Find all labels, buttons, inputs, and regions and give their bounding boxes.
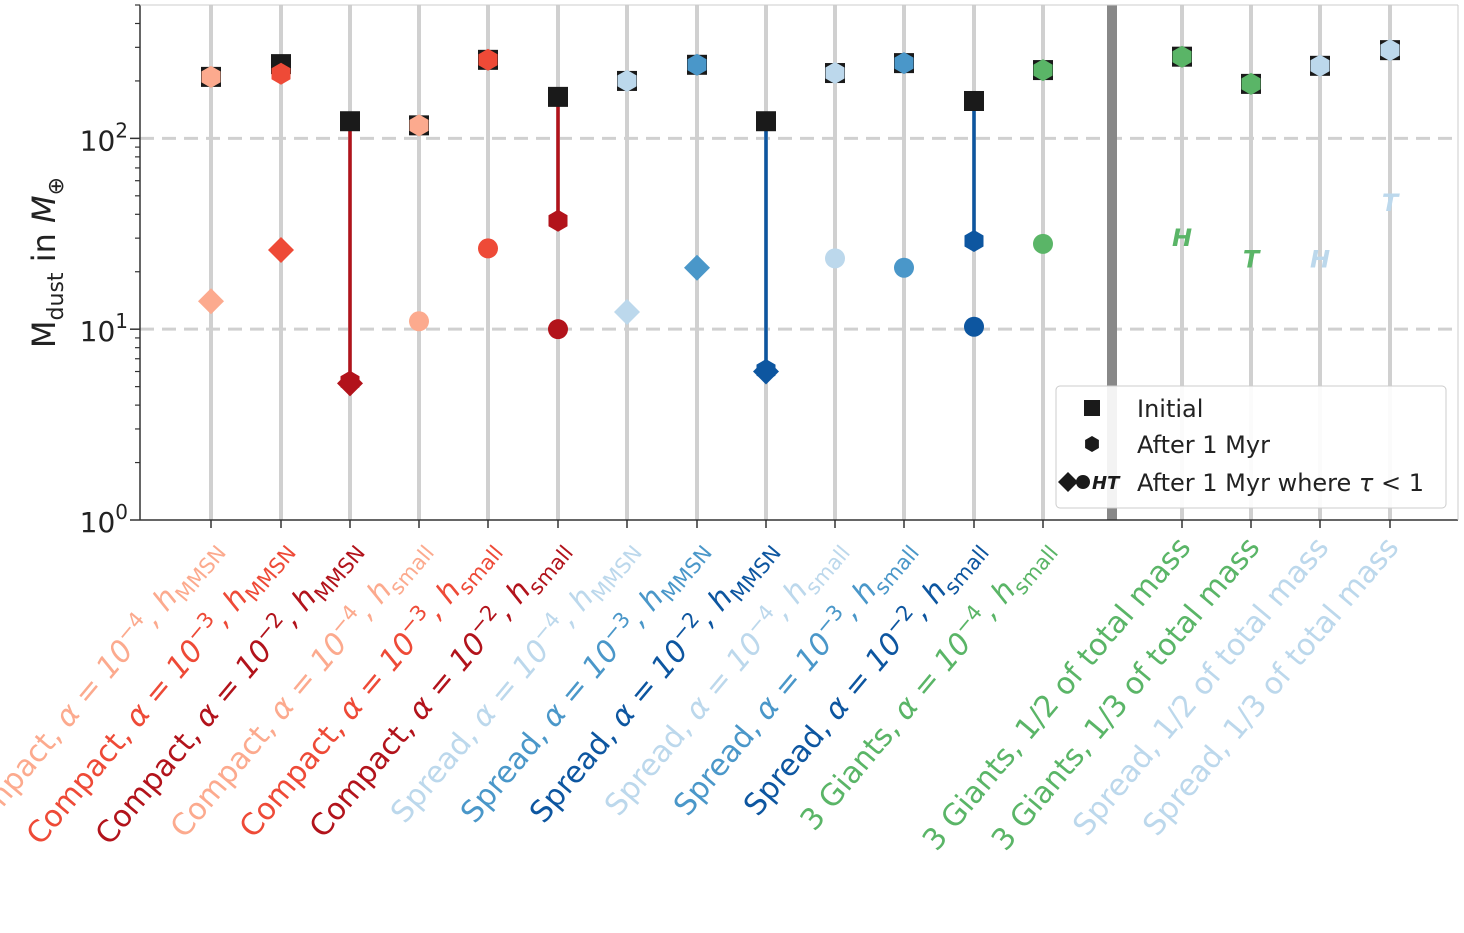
legend-hexagon-marker bbox=[1085, 436, 1099, 452]
after-1myr-hexagon-marker bbox=[340, 370, 360, 393]
category-markers bbox=[753, 111, 779, 385]
y-tick-label: 101 bbox=[80, 309, 128, 348]
after-1myr-hexagon-marker bbox=[894, 52, 914, 75]
tau-letter-marker: H bbox=[1172, 224, 1192, 252]
legend-square-marker bbox=[1084, 400, 1100, 416]
tau-letter-marker: T bbox=[1382, 189, 1400, 217]
legend-ht-marker: HT bbox=[1092, 473, 1121, 494]
legend-diamond-marker bbox=[1058, 472, 1078, 492]
y-tick-label: 100 bbox=[80, 500, 128, 539]
after-1myr-hexagon-marker bbox=[1310, 54, 1330, 77]
tau-diamond-marker bbox=[684, 254, 710, 281]
category-markers bbox=[268, 54, 294, 264]
after-1myr-hexagon-marker bbox=[825, 62, 845, 84]
legend-label-initial: Initial bbox=[1137, 395, 1203, 423]
after-1myr-hexagon-marker bbox=[271, 62, 291, 85]
after-1myr-hexagon-marker bbox=[201, 65, 221, 88]
initial-square-marker bbox=[756, 111, 776, 132]
category-markers bbox=[894, 52, 914, 278]
data-markers: H T H T bbox=[198, 39, 1400, 397]
category-markers bbox=[409, 114, 429, 332]
after-1myr-hexagon-marker bbox=[687, 53, 707, 76]
group-divider bbox=[1107, 5, 1117, 520]
tau-diamond-marker bbox=[268, 237, 294, 264]
after-1myr-hexagon-marker bbox=[548, 209, 568, 232]
initial-square-marker bbox=[548, 86, 568, 107]
tau-circle-marker bbox=[1033, 233, 1053, 254]
after-1myr-hexagon-marker bbox=[964, 230, 984, 252]
category-markers bbox=[478, 48, 498, 259]
tau-letter-marker: T bbox=[1243, 245, 1261, 273]
after-1myr-hexagon-marker bbox=[409, 114, 429, 137]
category-markers: T bbox=[1380, 39, 1400, 217]
tau-circle-marker bbox=[548, 319, 568, 340]
tau-diamond-marker bbox=[198, 288, 224, 315]
tau-diamond-marker bbox=[614, 299, 640, 326]
category-markers bbox=[337, 111, 363, 397]
legend-label-tau: After 1 Myr where τ < 1 bbox=[1137, 469, 1424, 497]
tau-circle-marker bbox=[964, 316, 984, 337]
category-markers: T bbox=[1241, 72, 1261, 273]
after-1myr-hexagon-marker bbox=[1033, 59, 1053, 82]
after-1myr-hexagon-marker bbox=[1172, 45, 1192, 68]
category-markers bbox=[198, 65, 224, 315]
category-markers bbox=[825, 62, 845, 269]
connector-lines bbox=[348, 96, 976, 382]
initial-square-marker bbox=[964, 90, 984, 111]
tau-letter-marker: H bbox=[1310, 245, 1330, 273]
after-1myr-hexagon-marker bbox=[756, 359, 776, 382]
category-markers: H bbox=[1310, 54, 1330, 273]
grid-layer bbox=[140, 136, 1458, 331]
tau-circle-marker bbox=[409, 311, 429, 332]
category-markers: H bbox=[1172, 45, 1192, 252]
legend-box bbox=[1055, 385, 1447, 509]
legend-label-after: After 1 Myr bbox=[1137, 431, 1270, 459]
category-markers bbox=[1033, 59, 1053, 254]
legend: HT Initial After 1 Myr After 1 Myr where τ … bbox=[1055, 385, 1447, 509]
initial-square-marker bbox=[340, 111, 360, 132]
category-markers bbox=[614, 69, 640, 326]
tau-circle-marker bbox=[478, 238, 498, 259]
legend-circle-marker bbox=[1076, 475, 1090, 489]
after-1myr-hexagon-marker bbox=[1241, 72, 1261, 95]
y-axis-label: Mdust in M⊕ bbox=[25, 177, 69, 348]
category-markers bbox=[964, 90, 984, 337]
category-markers bbox=[684, 53, 710, 281]
after-1myr-hexagon-marker bbox=[478, 48, 498, 71]
category-markers bbox=[548, 86, 568, 340]
axes: 100 101 102 Mdust in M⊕ bbox=[25, 4, 1459, 539]
after-1myr-hexagon-marker bbox=[617, 69, 637, 92]
tau-circle-marker bbox=[825, 248, 845, 269]
after-1myr-hexagon-marker bbox=[1380, 39, 1400, 62]
y-tick-label: 102 bbox=[80, 118, 128, 157]
tau-circle-marker bbox=[894, 257, 914, 278]
